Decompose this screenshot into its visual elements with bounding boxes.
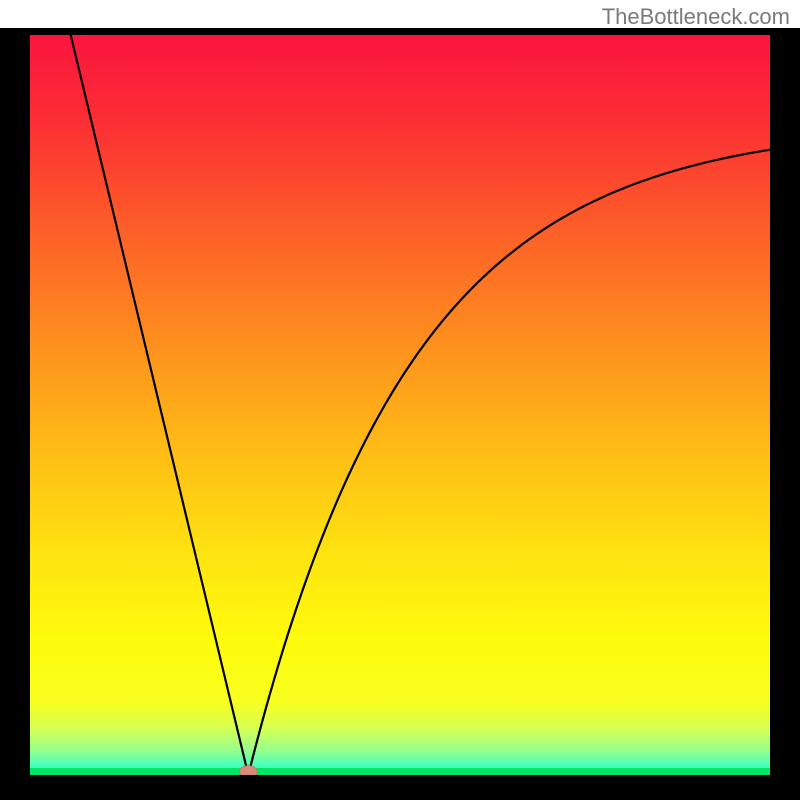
chart-container: TheBottleneck.com: [0, 0, 800, 800]
chart-svg: [0, 0, 800, 800]
gradient-background: [30, 35, 770, 775]
watermark-text: TheBottleneck.com: [602, 4, 790, 30]
bottom-green-band: [30, 768, 770, 776]
